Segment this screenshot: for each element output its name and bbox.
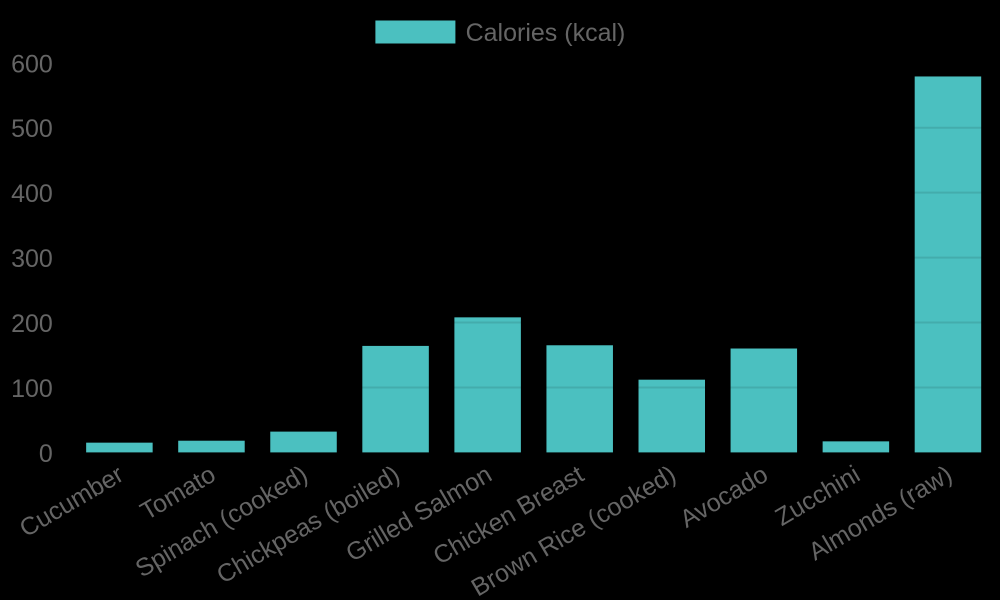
svg-text:Calories (kcal): Calories (kcal) [466,19,626,47]
svg-text:100: 100 [11,375,53,403]
svg-text:600: 600 [11,50,53,78]
svg-text:0: 0 [39,440,53,468]
svg-text:300: 300 [11,245,53,273]
svg-text:400: 400 [11,180,53,208]
svg-text:500: 500 [11,115,53,143]
svg-text:200: 200 [11,310,53,338]
